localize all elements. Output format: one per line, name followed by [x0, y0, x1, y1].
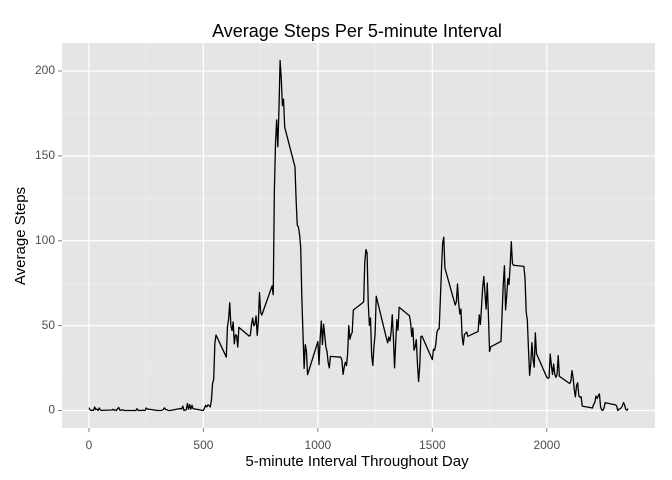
y-tick-label: 200 — [35, 63, 55, 77]
y-tick-label: 150 — [35, 148, 55, 162]
x-tick-label: 500 — [193, 438, 213, 452]
chart-title: Average Steps Per 5-minute Interval — [212, 21, 502, 41]
plot-panel — [62, 43, 655, 428]
y-tick-label: 100 — [35, 233, 55, 247]
axes: 0 500 1000 1500 2000 0 50 100 150 200 — [35, 63, 560, 452]
y-axis-title: Average Steps — [12, 187, 29, 285]
x-tick-label: 0 — [86, 438, 93, 452]
x-tick-label: 1000 — [305, 438, 332, 452]
grid — [62, 43, 655, 428]
y-tick-label: 50 — [42, 318, 56, 332]
x-tick-label: 2000 — [533, 438, 560, 452]
marks — [88, 59, 629, 412]
x-axis-title: 5-minute Interval Throughout Day — [245, 453, 469, 470]
series-line — [88, 59, 629, 412]
x-tick-label: 1500 — [419, 438, 446, 452]
y-tick-label: 0 — [48, 403, 55, 417]
